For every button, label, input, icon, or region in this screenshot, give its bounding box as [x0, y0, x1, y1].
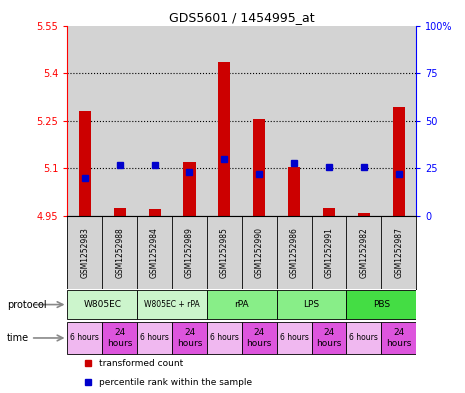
Text: GSM1252988: GSM1252988 [115, 227, 124, 278]
Bar [312, 26, 346, 216]
Text: time: time [7, 333, 29, 343]
Bar [79, 111, 91, 216]
Bar [67, 290, 137, 319]
Text: 6 hours: 6 hours [70, 334, 100, 342]
Text: W805EC + rPA: W805EC + rPA [144, 300, 200, 309]
Bar [288, 167, 300, 216]
Text: 6 hours: 6 hours [279, 334, 309, 342]
Bar [67, 322, 102, 354]
Bar [392, 107, 405, 216]
Text: GSM1252985: GSM1252985 [220, 227, 229, 278]
Bar [346, 290, 416, 319]
Bar [218, 62, 231, 216]
Text: 24
hours: 24 hours [386, 328, 412, 348]
Bar [242, 26, 277, 216]
Bar [137, 290, 207, 319]
Bar [381, 322, 416, 354]
Text: 24
hours: 24 hours [177, 328, 202, 348]
Bar [381, 26, 416, 216]
Bar [148, 209, 161, 216]
Text: LPS: LPS [304, 300, 319, 309]
Bar [137, 26, 172, 216]
Text: 6 hours: 6 hours [140, 334, 169, 342]
Text: GSM1252990: GSM1252990 [255, 227, 264, 278]
Text: GSM1252983: GSM1252983 [80, 227, 89, 278]
Bar [346, 26, 381, 216]
Bar [183, 162, 196, 216]
Bar [346, 322, 381, 354]
Text: PBS: PBS [373, 300, 390, 309]
Bar [207, 322, 242, 354]
Bar [207, 290, 277, 319]
Text: GSM1252991: GSM1252991 [325, 227, 333, 278]
Text: 24
hours: 24 hours [316, 328, 342, 348]
Text: 24
hours: 24 hours [107, 328, 133, 348]
Text: GSM1252987: GSM1252987 [394, 227, 403, 278]
Bar [312, 322, 346, 354]
Bar [67, 26, 102, 216]
Title: GDS5601 / 1454995_at: GDS5601 / 1454995_at [169, 11, 315, 24]
Text: 24
hours: 24 hours [246, 328, 272, 348]
Text: GSM1252984: GSM1252984 [150, 227, 159, 278]
Bar [242, 322, 277, 354]
Bar [137, 322, 172, 354]
Bar [323, 208, 335, 216]
Bar [207, 26, 242, 216]
Text: 6 hours: 6 hours [349, 334, 379, 342]
Bar [172, 26, 207, 216]
Text: 6 hours: 6 hours [210, 334, 239, 342]
Bar [172, 322, 207, 354]
Text: W805EC: W805EC [83, 300, 121, 309]
Text: GSM1252982: GSM1252982 [359, 227, 368, 278]
Bar [102, 322, 137, 354]
Bar [102, 26, 137, 216]
Bar [253, 119, 266, 216]
Bar [358, 213, 370, 216]
Bar [277, 322, 312, 354]
Bar [277, 290, 346, 319]
Bar [113, 208, 126, 216]
Text: percentile rank within the sample: percentile rank within the sample [99, 378, 252, 387]
Text: protocol: protocol [7, 299, 47, 310]
Text: rPA: rPA [234, 300, 249, 309]
Text: transformed count: transformed count [99, 358, 183, 367]
Bar [277, 26, 312, 216]
Text: GSM1252989: GSM1252989 [185, 227, 194, 278]
Text: GSM1252986: GSM1252986 [290, 227, 299, 278]
